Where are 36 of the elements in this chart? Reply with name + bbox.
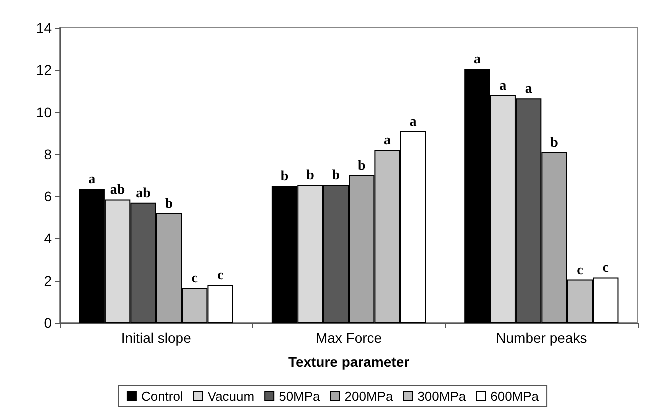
data-label: b <box>550 136 559 151</box>
data-label: b <box>306 168 315 184</box>
legend-label: 200MPa <box>344 389 394 404</box>
x-tick-label: Number peaks <box>496 330 588 346</box>
data-label: c <box>602 261 609 276</box>
data-label: a <box>410 114 417 130</box>
y-tick-label: 2 <box>44 272 52 289</box>
legend-label: 50MPa <box>279 389 322 404</box>
legend-label: 300MPa <box>418 389 467 404</box>
data-label: b <box>332 168 340 184</box>
y-tick-label: 12 <box>36 62 52 78</box>
y-tick-label: 14 <box>36 20 52 36</box>
data-label: a <box>500 78 507 94</box>
x-axis-title: Texture parameter <box>288 354 410 370</box>
data-label: c <box>577 263 584 278</box>
data-label: b <box>165 196 174 212</box>
legend-label: 600MPa <box>490 389 540 404</box>
data-label: b <box>358 159 366 174</box>
data-label: c <box>192 272 198 287</box>
data-label: a <box>525 82 532 98</box>
y-tick-label: 10 <box>36 104 52 120</box>
x-tick-label: Initial slope <box>121 330 192 346</box>
y-tick-label: 6 <box>44 188 52 205</box>
y-tick-label: 4 <box>44 230 52 247</box>
x-tick-label: Max Force <box>316 330 382 346</box>
y-tick-label: 0 <box>44 315 52 331</box>
data-label: ab <box>136 186 152 202</box>
data-label: b <box>280 170 289 185</box>
data-label: a <box>474 52 481 68</box>
data-label: a <box>88 172 96 188</box>
y-tick-label: 8 <box>44 146 52 162</box>
data-label: a <box>384 134 392 149</box>
data-label: c <box>217 268 224 284</box>
data-label: ab <box>110 183 126 198</box>
legend-label: Vacuum <box>208 389 255 404</box>
legend-label: Control <box>141 389 184 404</box>
